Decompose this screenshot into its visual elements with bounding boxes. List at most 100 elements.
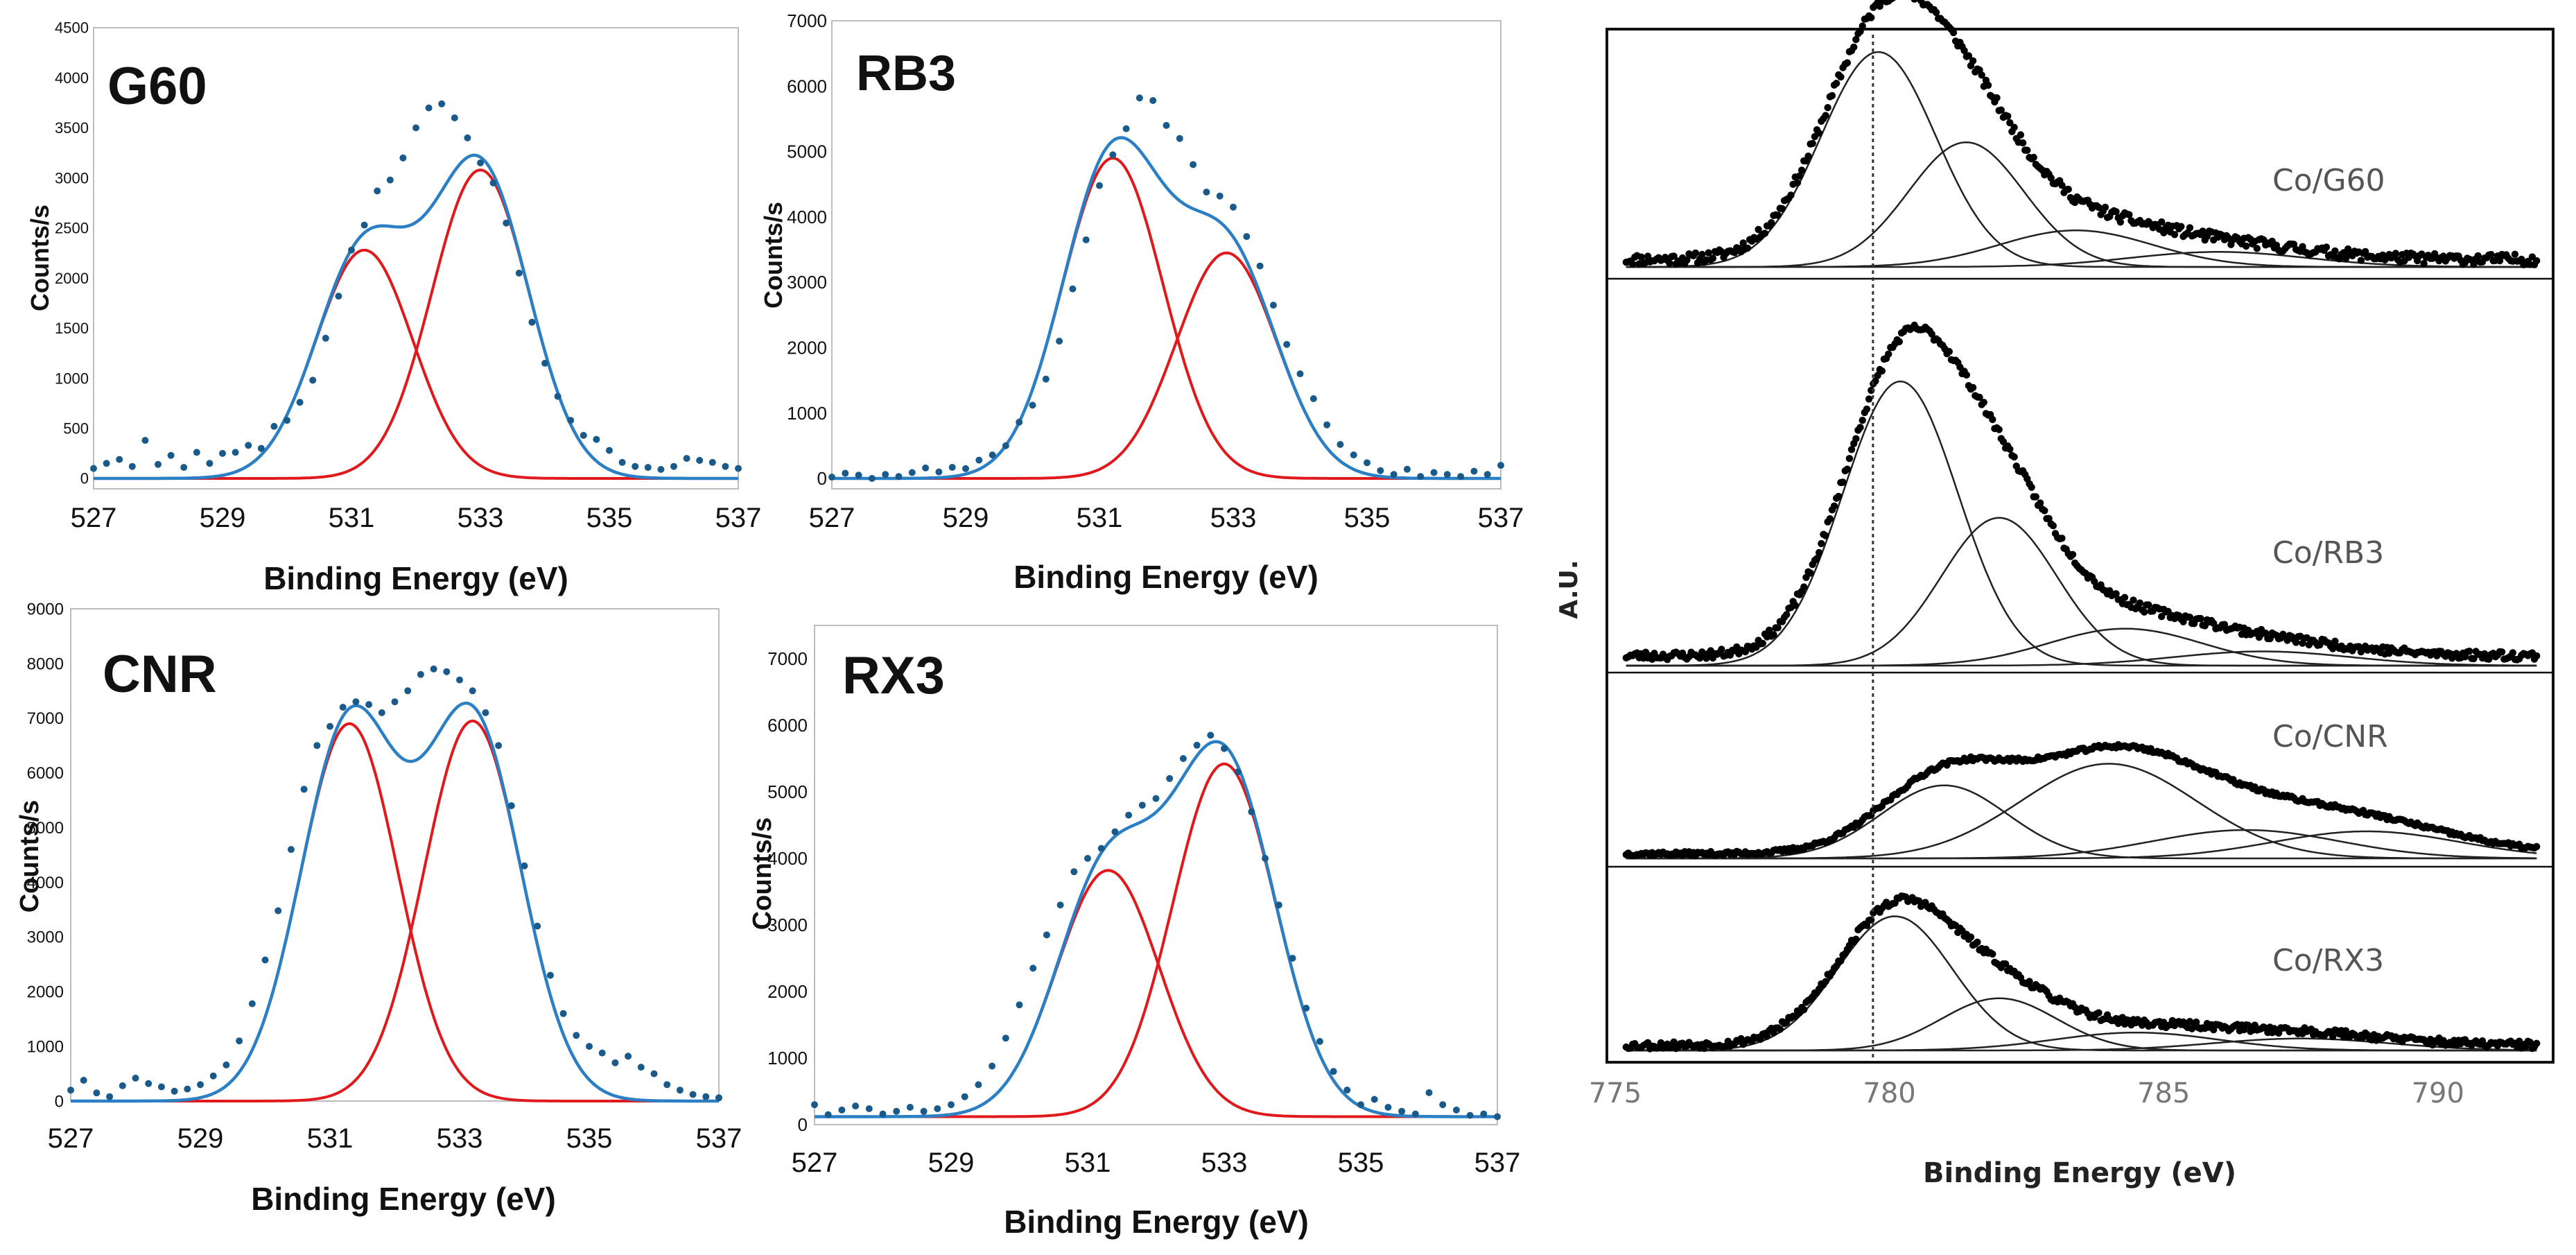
co-spectrum-1-data-point bbox=[1691, 249, 1700, 257]
co-spectrum-2-data-point bbox=[1852, 435, 1860, 442]
plot-g60-data-point bbox=[386, 176, 394, 184]
plot-rb3-x-tick: 531 bbox=[1077, 503, 1123, 533]
plot-rx3-x-axis-label: Binding Energy (eV) bbox=[1004, 1204, 1309, 1240]
plot-rb3-data-point bbox=[1350, 451, 1357, 459]
co-spectrum-1-data-point bbox=[2116, 218, 2124, 226]
co-spectrum-1-data-point bbox=[1629, 260, 1637, 268]
co-spectrum-1-data-point bbox=[1949, 28, 1958, 37]
plot-cnr-data-point bbox=[313, 742, 321, 750]
plot-rx3-data-point bbox=[1398, 1107, 1406, 1115]
plot-rx3-x-tick: 529 bbox=[928, 1148, 975, 1178]
co-spectrum-1-data-point bbox=[1856, 28, 1864, 35]
spectrum-label-co-rb3: Co/RB3 bbox=[2272, 535, 2384, 571]
plot-g60-data-point bbox=[425, 104, 433, 112]
plot-rx3-data-point bbox=[1111, 828, 1119, 836]
co-spectrum-1-component-4 bbox=[1626, 251, 2537, 268]
plot-rb3-data-point bbox=[1149, 97, 1157, 104]
plot-g60-data-point bbox=[232, 449, 239, 456]
co-spectrum-2-data-point bbox=[1791, 601, 1799, 609]
co-spectrum-1-data-point bbox=[1683, 256, 1691, 264]
co-spectrum-1-data-point bbox=[1666, 259, 1673, 267]
plot-rb3-data-point bbox=[1069, 285, 1077, 293]
plot-rb3-data-point bbox=[1364, 459, 1370, 467]
co-spectrum-1-data-point bbox=[2361, 248, 2369, 255]
co-spectrum-1-data-point bbox=[1969, 57, 1977, 64]
plot-g60-data-point bbox=[503, 219, 510, 227]
co-spectrum-2-data-point bbox=[1845, 455, 1854, 462]
plot-g60-data-point bbox=[155, 460, 162, 468]
co-spectrum-1-data-point bbox=[2357, 257, 2365, 264]
co-spectrum-2-data-point bbox=[1813, 555, 1821, 562]
co-spectrum-2-data-point bbox=[2316, 641, 2324, 649]
plot-cnr-title: CNR bbox=[103, 645, 217, 704]
plot-cnr-y-tick: 6000 bbox=[27, 764, 64, 783]
plot-rb3-data-point bbox=[1002, 442, 1009, 449]
co-spectrum-1-data-point bbox=[2112, 208, 2120, 216]
co-spectrum-1-data-point bbox=[1960, 46, 1968, 55]
plot-rb3-data-point bbox=[1309, 395, 1317, 402]
plot-rx3-data-point bbox=[1370, 1096, 1378, 1103]
plot-cnr-y-tick: 8000 bbox=[27, 655, 64, 673]
plot-rb3-data-point bbox=[1029, 401, 1036, 409]
plot-rx3-data-point bbox=[920, 1107, 928, 1115]
plot-g60-y-tick: 0 bbox=[80, 470, 89, 487]
plot-rb3-data-point bbox=[1470, 467, 1478, 475]
spectrum-label-co-cnr: Co/CNR bbox=[2272, 719, 2388, 754]
plot-g60-data-point bbox=[167, 451, 175, 459]
co-spectrum-1-data-point bbox=[2186, 224, 2194, 232]
plot-cnr-data-point bbox=[352, 698, 360, 706]
co-spectrum-2-data-point bbox=[1989, 415, 1996, 424]
plot-cnr-data-point bbox=[715, 1094, 722, 1102]
plot-g60-data-point bbox=[515, 269, 523, 277]
co-spectrum-1-data-point bbox=[2533, 257, 2541, 265]
plot-rb3-data-point bbox=[975, 456, 983, 464]
plot-rb3-data-point bbox=[828, 474, 835, 481]
co-spectrum-4-data-point bbox=[2193, 1018, 2200, 1026]
plot-g60-title: G60 bbox=[107, 57, 207, 116]
plot-rx3-data-point bbox=[893, 1107, 900, 1115]
plot-cnr-y-tick: 9000 bbox=[27, 600, 64, 618]
co-spectrum-2-data-point bbox=[1976, 393, 1983, 401]
plot-rx3-y-tick: 1000 bbox=[767, 1048, 808, 1068]
plot-cnr-data-point bbox=[184, 1085, 191, 1093]
plot-cnr-data-point bbox=[93, 1089, 101, 1097]
plot-cnr-y-axis-label: Counts/s bbox=[15, 800, 44, 913]
plot-rx3-title: RX3 bbox=[842, 646, 945, 705]
co-spectrum-1-data-point bbox=[2170, 231, 2179, 239]
plot-g60-data-point bbox=[103, 460, 110, 467]
co-spectrum-2-data-point bbox=[2010, 453, 2018, 461]
co-spectrum-1-data-point bbox=[1832, 80, 1840, 87]
co-spectrum-1-data-point bbox=[2010, 123, 2018, 131]
plot-g60-x-tick: 535 bbox=[586, 503, 633, 533]
co-spectrum-4-data-point bbox=[1800, 1006, 1808, 1014]
co-spectrum-2-data-point bbox=[1741, 648, 1749, 656]
co-spectrum-2-data-point bbox=[2045, 514, 2053, 522]
plot-cnr-data-point bbox=[546, 971, 554, 979]
co-spectrum-2-data-point bbox=[1980, 399, 1987, 406]
plot-g60-data-point bbox=[360, 221, 368, 229]
co-spectrum-1-data-point bbox=[1859, 22, 1866, 30]
co-spectrum-4 bbox=[1622, 892, 2541, 1053]
plot-rx3-data-point bbox=[1207, 732, 1215, 739]
plot-rx3-y-tick: 5000 bbox=[767, 781, 808, 802]
plot-rx3-data-point bbox=[1466, 1111, 1474, 1119]
co-spectrum-2-data-point bbox=[1822, 532, 1829, 539]
plot-rx3-data-point bbox=[1343, 1087, 1351, 1094]
plot-g60-data-point bbox=[374, 187, 381, 195]
plot-g60-data-point bbox=[593, 435, 600, 443]
co-spectrum-2-data-point bbox=[1766, 626, 1773, 634]
plot-g60-y-tick: 2500 bbox=[55, 220, 89, 237]
co-spectrum-4-data-point bbox=[1852, 935, 1860, 943]
plot-g60-data-point bbox=[116, 456, 123, 463]
plot-rb3-data-point bbox=[1390, 471, 1398, 478]
co-spectrum-1-data-point bbox=[2064, 185, 2072, 193]
co-spectrum-2-data-point bbox=[2210, 619, 2218, 628]
plot-rx3-data-point bbox=[1275, 901, 1282, 909]
co-spectrum-1-data-point bbox=[1828, 92, 1836, 100]
co-spectrum-2-data-point bbox=[1995, 426, 2003, 433]
co-spectrum-2-data-point bbox=[1783, 611, 1791, 618]
co-spectrum-1-data-point bbox=[1997, 106, 2005, 114]
plot-g60-data-point bbox=[128, 462, 136, 470]
co-spectrum-4-component-4 bbox=[1626, 1037, 2537, 1052]
